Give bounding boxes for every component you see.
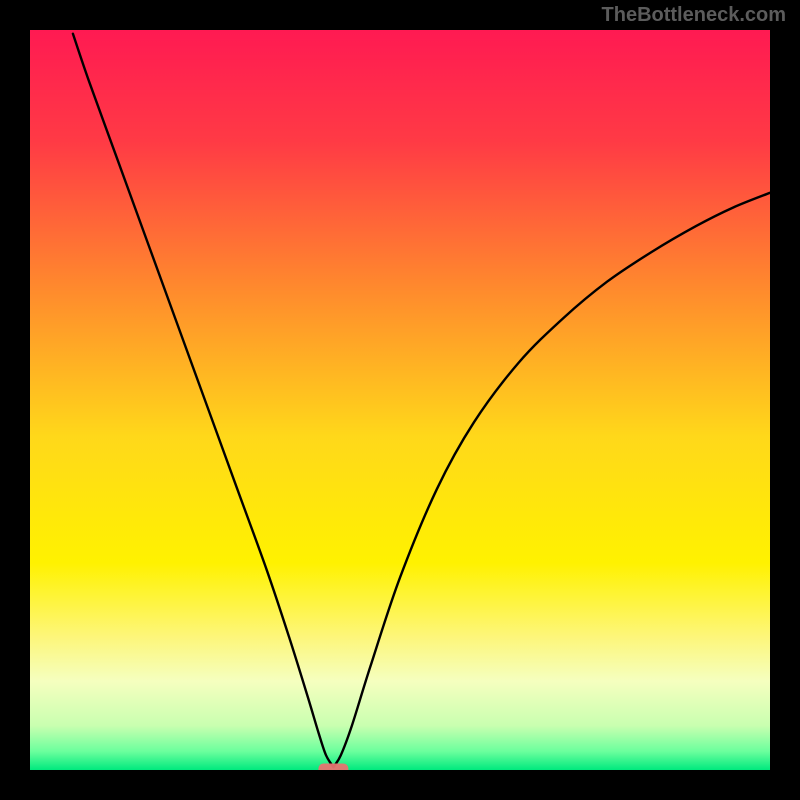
chart-container: TheBottleneck.com — [0, 0, 800, 800]
bottleneck-chart — [0, 0, 800, 800]
